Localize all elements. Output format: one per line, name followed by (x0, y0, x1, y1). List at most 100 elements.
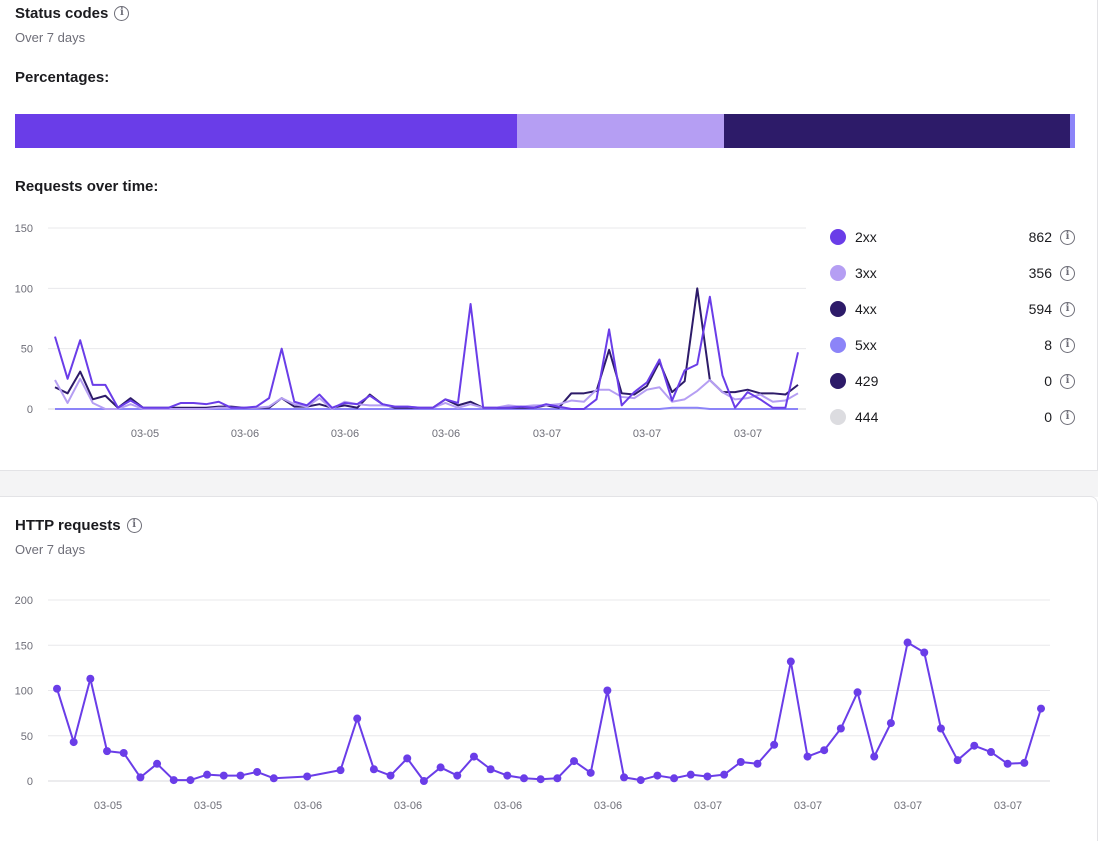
data-point (553, 774, 562, 783)
data-point (736, 757, 745, 766)
x-tick-label: 03-07 (894, 800, 922, 812)
x-tick-label: 03-06 (231, 428, 259, 440)
percentage-segment-5xx[interactable] (1070, 114, 1075, 148)
status-codes-card: Status codes i Over 7 days Percentages: R… (0, 0, 1098, 471)
data-point (69, 738, 78, 747)
y-tick-label: 0 (27, 776, 33, 788)
percentage-segment-2xx[interactable] (15, 114, 518, 148)
data-point (86, 674, 95, 683)
legend-dot (830, 373, 846, 389)
data-point (53, 684, 61, 693)
legend-item-444[interactable]: 444 0 i (830, 399, 1075, 435)
legend-label: 444 (855, 409, 879, 425)
data-point (519, 774, 528, 783)
status-codes-title: Status codes i (15, 5, 130, 22)
info-icon[interactable]: i (114, 6, 130, 21)
section-divider (0, 471, 1098, 497)
x-tick-label: 03-06 (594, 800, 622, 812)
data-point (920, 648, 929, 657)
series-line-2xx (54, 295, 799, 410)
legend-item-5xx[interactable]: 5xx 8 i (830, 327, 1075, 363)
x-tick-label: 03-07 (633, 428, 661, 440)
data-point (203, 770, 212, 779)
data-point (953, 756, 962, 765)
data-point (986, 748, 995, 757)
data-point (603, 686, 612, 695)
info-icon[interactable]: i (1060, 337, 1075, 353)
data-point (1037, 704, 1045, 713)
percentage-segment-3xx[interactable] (517, 114, 725, 148)
data-point (820, 746, 829, 755)
data-point (236, 771, 245, 780)
data-point (336, 766, 345, 775)
y-tick-label: 100 (15, 283, 33, 295)
legend-label: 3xx (855, 265, 877, 281)
data-point (870, 752, 879, 761)
y-tick-label: 100 (15, 686, 33, 698)
data-point (653, 771, 662, 780)
http-requests-title: HTTP requests i (15, 517, 142, 534)
data-point (636, 776, 645, 785)
data-point (786, 657, 795, 666)
data-point (1020, 758, 1029, 767)
legend-count: 862 (1028, 229, 1052, 245)
y-tick-label: 150 (15, 223, 33, 235)
y-tick-label: 150 (15, 640, 33, 652)
info-icon[interactable]: i (1060, 373, 1075, 389)
legend-label: 429 (855, 373, 879, 389)
data-point (803, 752, 812, 761)
info-icon[interactable]: i (1060, 409, 1075, 425)
info-icon[interactable]: i (126, 518, 142, 533)
data-point (119, 748, 128, 757)
data-point (703, 772, 712, 781)
data-point (536, 775, 545, 784)
x-tick-label: 03-06 (394, 800, 422, 812)
data-point (436, 763, 445, 772)
y-tick-label: 200 (15, 595, 33, 607)
x-tick-label: 03-06 (432, 428, 460, 440)
data-point (369, 765, 378, 774)
requests-over-time-chart: 0 50 100 150 03-05 03-06 03-06 03-06 03-07 03-07 0… (15, 223, 806, 440)
data-point (686, 770, 695, 779)
data-point (586, 768, 595, 777)
data-point (1003, 759, 1012, 768)
data-point (303, 772, 312, 781)
x-tick-label: 03-06 (331, 428, 359, 440)
legend-dot (830, 229, 846, 245)
legend-item-3xx[interactable]: 3xx 356 i (830, 255, 1075, 291)
legend-count: 0 (1044, 373, 1052, 389)
x-tick-label: 03-07 (794, 800, 822, 812)
x-tick-label: 03-07 (734, 428, 762, 440)
data-point (620, 773, 629, 782)
info-icon[interactable]: i (1060, 229, 1075, 245)
data-point (103, 747, 112, 756)
data-point (886, 719, 895, 728)
http-requests-card: HTTP requests i Over 7 days (0, 496, 1098, 841)
y-tick-label: 50 (21, 344, 33, 356)
y-tick-label: 50 (21, 731, 33, 743)
legend-count: 0 (1044, 409, 1052, 425)
x-tick-label: 03-07 (533, 428, 561, 440)
data-point (469, 752, 478, 761)
data-point (269, 774, 278, 783)
legend-item-4xx[interactable]: 4xx 594 i (830, 291, 1075, 327)
percentage-segment-4xx[interactable] (724, 114, 1071, 148)
legend-item-429[interactable]: 429 0 i (830, 363, 1075, 399)
data-point (136, 773, 145, 782)
percentages-heading: Percentages: (15, 69, 110, 86)
data-point (403, 754, 412, 763)
data-point (770, 740, 779, 749)
status-legend: 2xx 862 i 3xx 356 i 4xx 594 i 5xx 8 i 429 0 i 444 0 i (830, 219, 1075, 435)
data-point (453, 771, 462, 780)
legend-dot (830, 337, 846, 353)
legend-count: 594 (1028, 301, 1052, 317)
http-requests-subtitle: Over 7 days (15, 542, 86, 557)
info-icon[interactable]: i (1060, 265, 1075, 281)
legend-item-2xx[interactable]: 2xx 862 i (830, 219, 1075, 255)
info-icon[interactable]: i (1060, 301, 1075, 317)
data-point (720, 770, 729, 779)
data-point (253, 767, 262, 776)
data-point (503, 771, 512, 780)
x-tick-label: 03-07 (694, 800, 722, 812)
